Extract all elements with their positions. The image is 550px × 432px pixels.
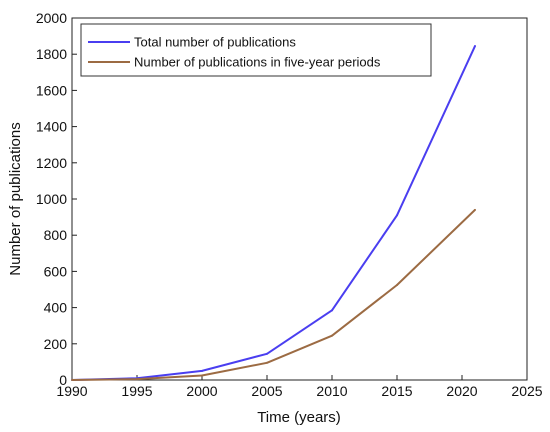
series-layer [71, 45, 476, 381]
y-tick-label: 0 [59, 372, 67, 388]
data-point [136, 378, 138, 381]
y-tick-label: 1800 [36, 46, 67, 62]
x-tick-label: 1990 [56, 383, 87, 399]
y-axis: 0 200 400 600 800 1000 1200 1400 1600 1800 2000 [36, 10, 77, 388]
data-point [201, 374, 203, 377]
y-tick-label: 1200 [36, 155, 67, 171]
series-line-five-year [71, 209, 476, 381]
data-point [331, 309, 333, 312]
y-tick-label: 1400 [36, 119, 67, 135]
legend-label-total: Total number of publications [134, 35, 296, 50]
y-tick-label: 1600 [36, 82, 67, 98]
y-tick-label: 800 [44, 227, 68, 243]
data-point [331, 334, 333, 337]
y-tick-label: 400 [44, 300, 68, 316]
legend-box [80, 23, 432, 77]
data-point [266, 361, 268, 364]
x-tick-label: 2010 [316, 383, 347, 399]
data-point [266, 352, 268, 355]
y-tick-label: 1000 [36, 191, 67, 207]
y-axis-title: Number of publications [7, 122, 24, 275]
y-tick-label: 600 [44, 263, 68, 279]
series-line-total [71, 45, 476, 381]
legend-label-five-year: Number of publications in five-year peri… [134, 55, 381, 70]
x-tick-label: 1995 [121, 383, 152, 399]
x-tick-label: 2005 [251, 383, 282, 399]
legend: Total number of publications Number of p… [80, 23, 432, 77]
x-tick-label: 2020 [446, 383, 477, 399]
x-tick-label: 2025 [511, 383, 542, 399]
x-axis: 1990 1995 2000 2005 2010 2015 2020 2025 [56, 375, 543, 399]
data-point [396, 283, 398, 286]
data-point [396, 214, 398, 217]
x-tick-label: 2015 [381, 383, 412, 399]
data-point [474, 45, 476, 48]
y-tick-label: 200 [44, 336, 68, 352]
x-axis-title: Time (years) [257, 409, 341, 426]
x-tick-label: 2000 [186, 383, 217, 399]
data-point [71, 379, 73, 381]
y-tick-label: 2000 [36, 10, 67, 26]
data-point [201, 369, 203, 372]
data-point [474, 208, 476, 211]
